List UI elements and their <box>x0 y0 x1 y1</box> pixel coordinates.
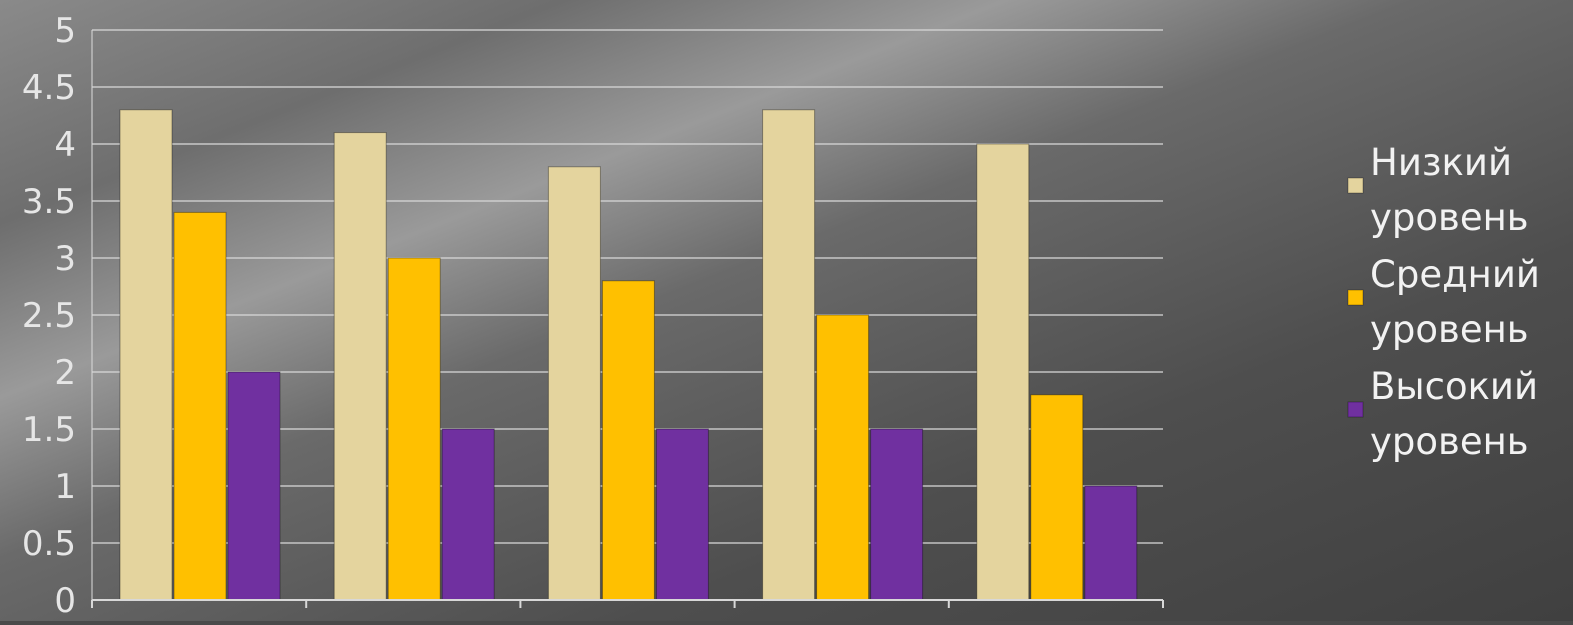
legend-swatch <box>1348 178 1363 193</box>
y-tick-label: 0.5 <box>22 524 76 564</box>
bar <box>174 212 226 600</box>
bar <box>977 144 1029 600</box>
bar <box>120 110 172 600</box>
bar <box>1031 395 1083 600</box>
legend-label: Низкий <box>1370 141 1512 184</box>
y-tick-label: 4 <box>54 125 76 165</box>
y-tick-label: 1.5 <box>22 410 76 450</box>
bar <box>871 429 923 600</box>
y-axis-ticks: 0 0.5 1 1.5 2 2.5 3 3.5 4 4.5 5 <box>22 11 76 621</box>
bar <box>442 429 494 600</box>
bar <box>334 133 386 600</box>
legend-label: уровень <box>1370 196 1529 239</box>
y-tick-label: 0 <box>54 581 76 621</box>
legend-label: Высокий <box>1370 365 1538 408</box>
bar <box>656 429 708 600</box>
y-tick-label: 2 <box>54 353 76 393</box>
bar <box>602 281 654 600</box>
bar <box>763 110 815 600</box>
legend-label: Средний <box>1370 253 1540 296</box>
y-tick-label: 3 <box>54 239 76 279</box>
bar <box>388 258 440 600</box>
y-tick-label: 3.5 <box>22 182 76 222</box>
bar <box>1085 486 1137 600</box>
y-tick-label: 5 <box>54 11 76 51</box>
legend-swatch <box>1348 402 1363 417</box>
legend-label: уровень <box>1370 420 1529 463</box>
bar <box>548 167 600 600</box>
bar <box>817 315 869 600</box>
y-tick-label: 2.5 <box>22 296 76 336</box>
legend-label: уровень <box>1370 308 1529 351</box>
legend-swatch <box>1348 290 1363 305</box>
bar <box>228 372 280 600</box>
y-tick-label: 4.5 <box>22 68 76 108</box>
y-tick-label: 1 <box>54 467 76 507</box>
